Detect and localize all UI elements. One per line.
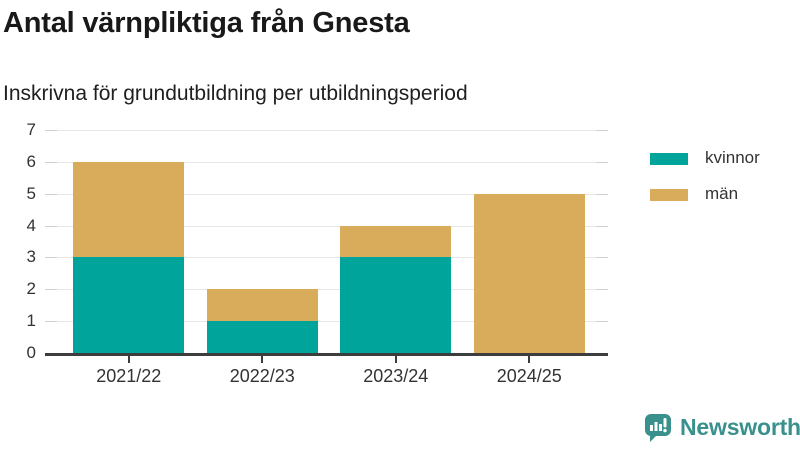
grid-tick-left [45, 225, 57, 227]
gridline [45, 257, 608, 259]
bar-segment [206, 321, 318, 353]
grid-tick-left [45, 193, 57, 195]
bar-segment [73, 257, 185, 353]
chart-title: Antal värnpliktiga från Gnesta [3, 7, 410, 39]
bar-segment [206, 289, 318, 322]
grid-tick-right [596, 193, 608, 195]
grid-tick-right [596, 225, 608, 227]
y-axis-label: 3 [26, 247, 36, 267]
plot-area: 0 1 2 3 4 5 6 7 2021/22 2022/23 2023/24 2024/25 [26, 120, 608, 386]
grid-tick-left [45, 161, 57, 163]
x-axis-tick [528, 356, 531, 363]
gridline [45, 225, 608, 227]
grid-tick-right [596, 257, 608, 259]
y-axis-label: 7 [26, 120, 36, 139]
gridline [45, 130, 608, 131]
x-axis-label: 2023/24 [363, 366, 429, 386]
legend-label: kvinnor [705, 148, 760, 167]
gridline [45, 321, 608, 323]
grid-tick-left [45, 289, 57, 291]
gridline [45, 161, 608, 163]
grid-tick-left [45, 321, 57, 323]
legend-item: kvinnor [650, 148, 760, 169]
x-axis-tick [261, 356, 264, 363]
chart-subtitle: Inskrivna för grundutbildning per utbild… [3, 82, 468, 105]
legend-item: män [650, 184, 760, 205]
legend-label: män [705, 184, 739, 203]
gridline [45, 193, 608, 195]
x-axis-tick [127, 356, 130, 363]
y-axis-label: 0 [26, 343, 36, 362]
grid-tick-right [596, 289, 608, 291]
legend: kvinnor män [650, 148, 760, 221]
x-axis-label: 2021/22 [96, 366, 162, 386]
x-axis-label: 2022/23 [229, 366, 295, 386]
newsworthy-logo-text: Newsworthy [680, 414, 800, 440]
y-axis-label: 2 [26, 279, 36, 299]
gridline [45, 289, 608, 291]
grid-tick-right [596, 321, 608, 323]
bar-segment [340, 257, 452, 353]
bar-segment [340, 225, 452, 258]
y-axis-label: 5 [26, 183, 36, 203]
grid-tick-left [45, 257, 57, 259]
y-axis-label: 6 [26, 151, 36, 171]
y-axis-label: 1 [26, 311, 36, 331]
bar-segment [73, 161, 185, 258]
x-axis-label: 2024/25 [496, 366, 562, 386]
grid-tick-right [596, 161, 608, 163]
grid-tick-left [45, 130, 57, 131]
bar-segment [473, 193, 585, 353]
grid-tick-right [596, 130, 608, 131]
x-axis-line [45, 353, 608, 356]
legend-swatch [650, 153, 688, 165]
legend-swatch [650, 189, 688, 201]
newsworthy-icon [645, 414, 671, 442]
x-axis-tick [394, 356, 397, 363]
y-axis-label: 4 [26, 215, 36, 235]
newsworthy-logo: Newsworthy [643, 412, 800, 443]
